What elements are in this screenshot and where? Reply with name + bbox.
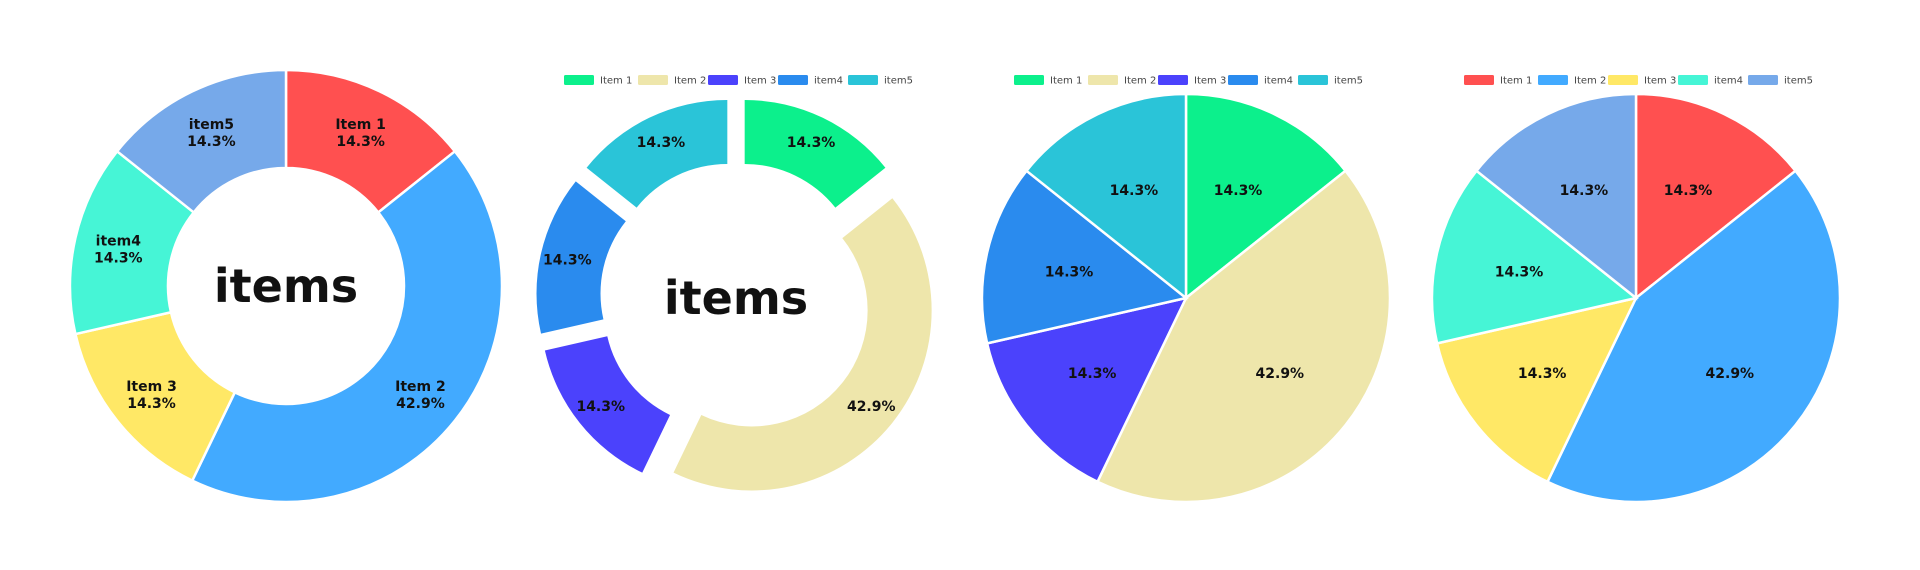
- slice-percent-label: 14.3%: [787, 135, 836, 151]
- pie-slice[interactable]: [985, 296, 1189, 484]
- chart-3: 14.3% 42.9% 14.3% 14.3% 14.3%: [980, 92, 1392, 504]
- slice-percent-label: 14.3%: [1518, 366, 1567, 382]
- legend-swatch: [1678, 75, 1708, 85]
- slice-percent-label: 14.3%: [1068, 366, 1117, 382]
- pie-slice[interactable]: [1095, 169, 1392, 504]
- pie-slice[interactable]: [1184, 92, 1348, 301]
- legend-label: item4: [1264, 76, 1293, 87]
- slice-percent-label: 14.3%: [127, 396, 176, 412]
- legend-swatch: [1088, 75, 1118, 85]
- legend-swatch: [848, 75, 878, 85]
- legend-label: Item 3: [744, 76, 776, 87]
- pie-slice[interactable]: [115, 68, 288, 215]
- slice-name-label: Item 3: [126, 379, 177, 395]
- slice-percent-label: 42.9%: [1706, 366, 1755, 382]
- slice-percent-label: 42.9%: [847, 399, 896, 415]
- legend-swatch: [1228, 75, 1258, 85]
- legend-item[interactable]: Item 2: [1088, 75, 1156, 87]
- pie-slice[interactable]: [1474, 92, 1638, 301]
- legend-swatch: [708, 75, 738, 85]
- slice-percent-label: 14.3%: [1560, 183, 1609, 199]
- legend-swatch: [1464, 75, 1494, 85]
- slice-percent-label: 14.3%: [576, 399, 625, 415]
- legend-item[interactable]: item4: [1228, 75, 1293, 87]
- pie-slice[interactable]: [536, 181, 626, 334]
- legend-item[interactable]: Item 3: [1608, 75, 1676, 87]
- slice-percent-label: 14.3%: [637, 135, 686, 151]
- legend-label: Item 3: [1644, 76, 1676, 87]
- legend-label: Item 2: [1574, 76, 1606, 87]
- legend-item[interactable]: Item 1: [1464, 75, 1532, 87]
- pie-slice[interactable]: [1430, 169, 1639, 345]
- legend-label: item5: [1334, 76, 1363, 87]
- donut-center-title: items: [214, 259, 358, 313]
- legend-swatch: [1748, 75, 1778, 85]
- legend-label: item5: [884, 76, 913, 87]
- donut-center-title: items: [664, 271, 808, 325]
- legend-swatch: [1014, 75, 1044, 85]
- pie-slice[interactable]: [1634, 92, 1798, 301]
- slice-name-label: Item 1: [335, 117, 386, 133]
- legend-label: Item 2: [1124, 76, 1156, 87]
- legend-item[interactable]: Item 1: [1014, 75, 1082, 87]
- slice-percent-label: 42.9%: [396, 396, 445, 412]
- chart-1: Item 114.3%Item 242.9%Item 314.3%item414…: [68, 68, 504, 504]
- slice-percent-label: 14.3%: [543, 253, 592, 269]
- pie-slice[interactable]: [190, 149, 504, 504]
- chart-4: 14.3% 42.9% 14.3% 14.3% 14.3%: [1430, 92, 1842, 504]
- legend-item[interactable]: Item 3: [708, 75, 776, 87]
- slice-percent-label: 14.3%: [1495, 264, 1544, 280]
- chart-2: 14.3% 42.9% 14.3% 14.3% 14.3% items: [536, 99, 932, 491]
- slice-name-label: item5: [189, 117, 234, 133]
- legend-item[interactable]: Item 3: [1158, 75, 1226, 87]
- slice-name-label: Item 2: [395, 379, 446, 395]
- slice-percent-label: 14.3%: [187, 134, 236, 150]
- legend-swatch: [1538, 75, 1568, 85]
- pie-slice[interactable]: [673, 198, 932, 491]
- slice-name-label: item4: [96, 234, 142, 250]
- slice-percent-label: 14.3%: [1110, 183, 1159, 199]
- legend-swatch: [1298, 75, 1328, 85]
- legend-label: Item 1: [1050, 76, 1082, 87]
- legend-label: Item 3: [1194, 76, 1226, 87]
- legend-item[interactable]: item5: [848, 75, 913, 87]
- legend-label: Item 1: [600, 76, 632, 87]
- legend-item[interactable]: item4: [778, 75, 843, 87]
- legend-swatch: [638, 75, 668, 85]
- slice-percent-label: 14.3%: [1664, 183, 1713, 199]
- legend-label: Item 2: [674, 76, 706, 87]
- legend-label: Item 1: [1500, 76, 1532, 87]
- pie-slice[interactable]: [1545, 169, 1842, 504]
- pie-slice[interactable]: [980, 169, 1189, 345]
- legend-label: item4: [1714, 76, 1743, 87]
- legend-item[interactable]: item5: [1298, 75, 1363, 87]
- slice-percent-label: 14.3%: [94, 251, 143, 267]
- legend-item[interactable]: Item 1: [564, 75, 632, 87]
- legend-item[interactable]: Item 2: [1538, 75, 1606, 87]
- pie-slice[interactable]: [744, 99, 886, 208]
- slice-percent-label: 14.3%: [1214, 183, 1263, 199]
- slice-percent-label: 14.3%: [336, 134, 385, 150]
- legend-item[interactable]: item5: [1748, 75, 1813, 87]
- legend-swatch: [778, 75, 808, 85]
- legend-label: item5: [1784, 76, 1813, 87]
- legend-label: item4: [814, 76, 843, 87]
- pie-slice[interactable]: [586, 99, 728, 208]
- pie-slice[interactable]: [1435, 296, 1639, 484]
- legend-item[interactable]: Item 2: [638, 75, 706, 87]
- legend-swatch: [564, 75, 594, 85]
- slice-percent-label: 14.3%: [1045, 264, 1094, 280]
- pie-slice[interactable]: [544, 336, 671, 473]
- legend-swatch: [1608, 75, 1638, 85]
- legend-swatch: [1158, 75, 1188, 85]
- pie-slice[interactable]: [1024, 92, 1188, 301]
- legend-item[interactable]: item4: [1678, 75, 1743, 87]
- slice-percent-label: 42.9%: [1256, 366, 1305, 382]
